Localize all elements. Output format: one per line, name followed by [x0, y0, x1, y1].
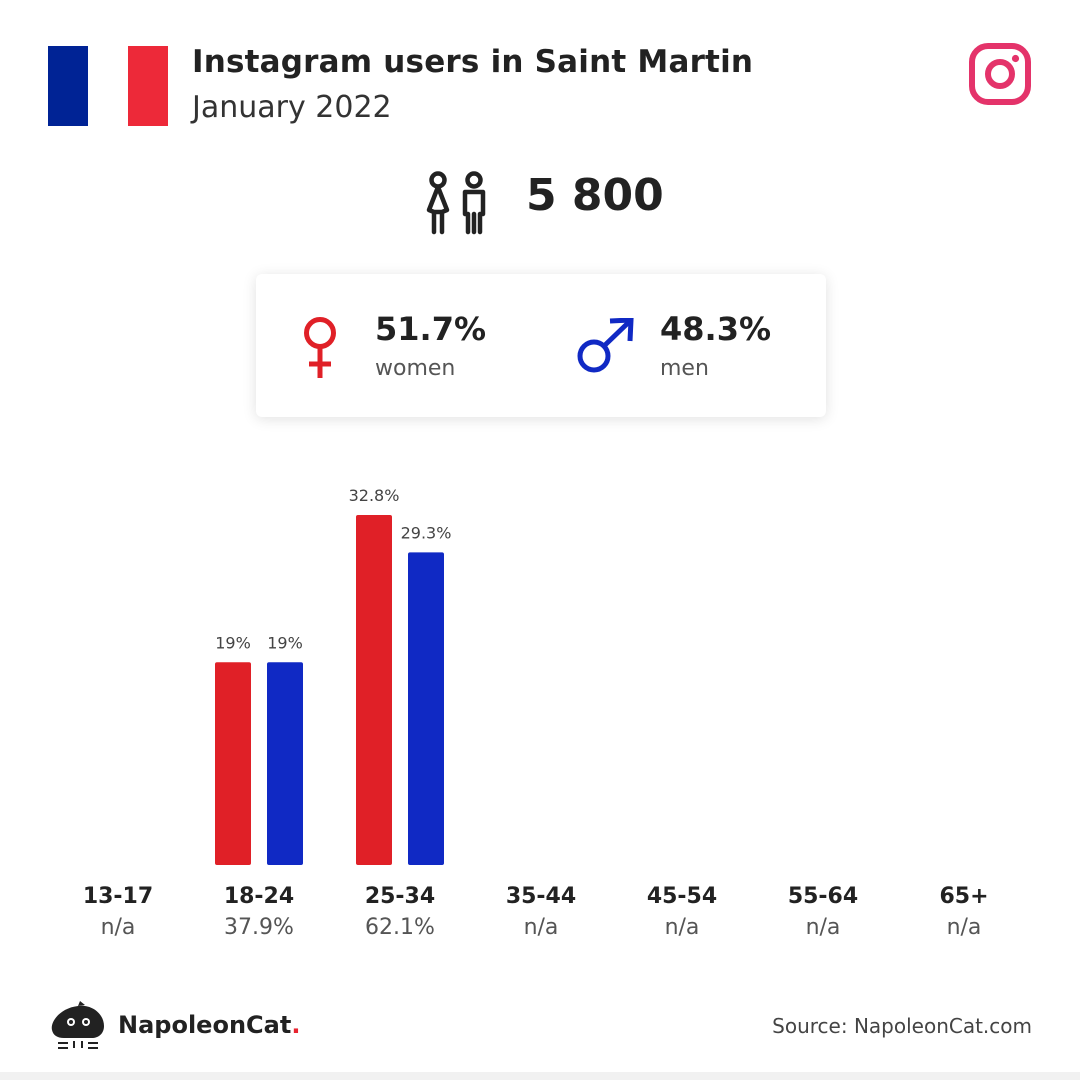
total-users-value: 5 800 [526, 170, 664, 221]
men-percentage: 48.3% [660, 310, 772, 348]
gender-split-card: 51.7% women 48.3% men [256, 274, 826, 417]
people-icon [426, 171, 486, 235]
flag-stripe-blue [48, 46, 88, 126]
category-name: 18-24 [223, 884, 295, 909]
bar-women-25-34 [356, 515, 392, 865]
category-total: 62.1% [365, 915, 435, 940]
category-25-34: 25-34 62.1% [340, 884, 460, 940]
instagram-icon [969, 43, 1031, 105]
category-total: 37.9% [224, 915, 294, 940]
napoleoncat-logo-icon [51, 1001, 104, 1049]
category-total: n/a [523, 915, 559, 940]
female-symbol-icon [304, 317, 336, 378]
category-45-54: 45-54 n/a [622, 884, 742, 940]
page-title: Instagram users in Saint Martin [192, 44, 754, 80]
bar-label-women-25-34: 32.8% [349, 486, 400, 505]
category-total: n/a [946, 915, 982, 940]
france-flag [48, 46, 168, 126]
category-name: 65+ [939, 884, 989, 909]
category-total: n/a [100, 915, 136, 940]
category-total: n/a [805, 915, 841, 940]
brand-logo: NapoleonCat. [48, 1000, 300, 1050]
page-subtitle: January 2022 [192, 90, 392, 125]
bar-men-18-24 [267, 662, 303, 865]
bottom-divider [0, 1072, 1080, 1080]
women-label: women [375, 356, 456, 381]
category-55-64: 55-64 n/a [763, 884, 883, 940]
bar-men-25-34 [408, 552, 444, 865]
category-name: 45-54 [646, 884, 718, 909]
men-label: men [660, 356, 709, 381]
bar-women-18-24 [215, 662, 251, 865]
women-percentage: 51.7% [375, 310, 487, 348]
brand-dot: . [291, 1011, 301, 1039]
category-name: 35-44 [505, 884, 577, 909]
category-65+: 65+ n/a [904, 884, 1024, 940]
category-35-44: 35-44 n/a [481, 884, 601, 940]
category-13-17: 13-17 n/a [58, 884, 178, 940]
category-18-24: 18-24 37.9% [199, 884, 319, 940]
source-credit: Source: NapoleonCat.com [772, 1014, 1032, 1038]
category-name: 25-34 [364, 884, 436, 909]
bar-label-men-25-34: 29.3% [401, 523, 452, 542]
category-total: n/a [664, 915, 700, 940]
category-name: 55-64 [787, 884, 859, 909]
flag-stripe-white [88, 46, 128, 126]
bar-label-men-18-24: 19% [267, 633, 303, 652]
bar-label-women-18-24: 19% [215, 633, 251, 652]
age-gender-bar-chart: 19% 19% 32.8%29.3% [215, 486, 452, 865]
male-symbol-icon [577, 318, 634, 373]
flag-stripe-red [128, 46, 168, 126]
brand-name: NapoleonCat. [118, 1011, 301, 1039]
category-name: 13-17 [82, 884, 154, 909]
